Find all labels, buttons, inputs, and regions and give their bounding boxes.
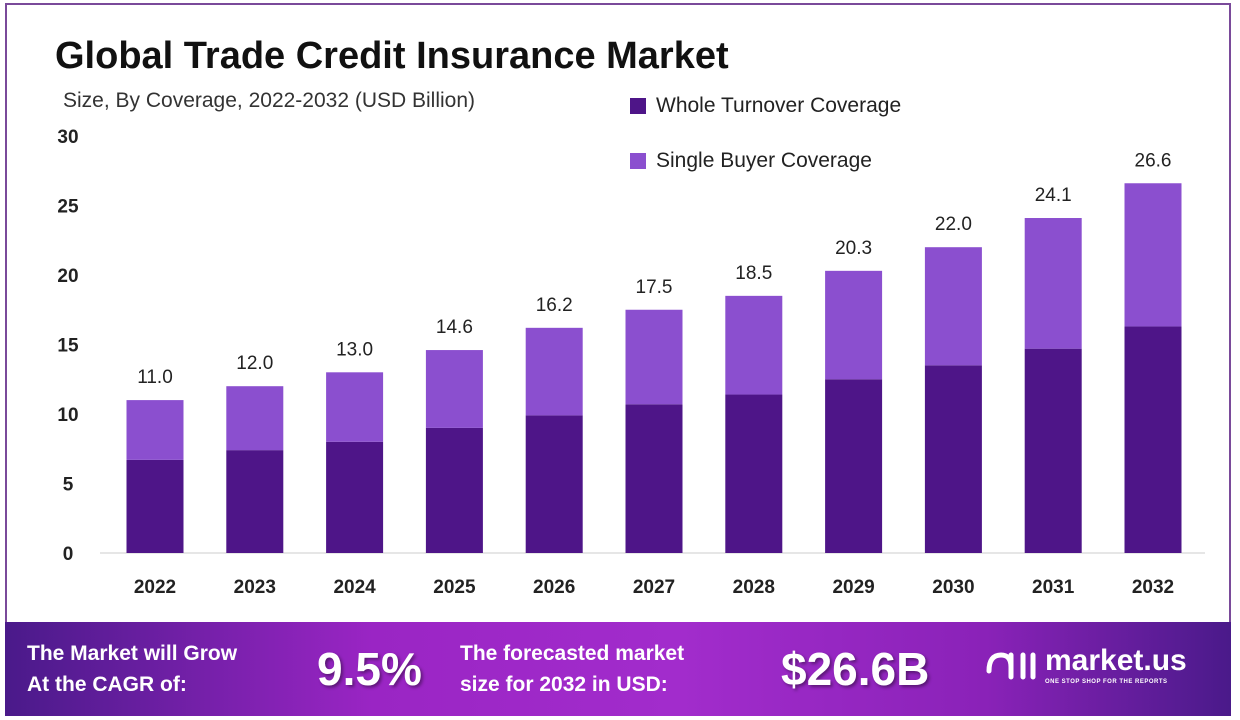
bar-segment-single-buyer xyxy=(525,327,583,416)
y-tick-label: 10 xyxy=(57,405,78,426)
x-tick-label: 2022 xyxy=(134,577,176,598)
data-label: 14.6 xyxy=(436,317,473,338)
bar-segment-single-buyer xyxy=(1124,183,1182,327)
forecast-value: $26.6B xyxy=(781,643,930,695)
data-label: 12.0 xyxy=(236,353,273,374)
y-tick-label: 0 xyxy=(63,544,74,565)
data-label: 13.0 xyxy=(336,339,373,360)
x-tick-label: 2023 xyxy=(234,577,276,598)
legend-swatch xyxy=(630,98,646,114)
legend-label: Single Buyer Coverage xyxy=(656,149,872,172)
legend-item-whole-turnover: Whole Turnover Coverage xyxy=(630,93,901,119)
x-tick-label: 2025 xyxy=(433,577,476,598)
x-tick-label: 2030 xyxy=(932,577,974,598)
data-label: 26.6 xyxy=(1135,150,1172,171)
bar-segment-whole-turnover xyxy=(525,415,583,553)
x-tick-label: 2026 xyxy=(533,577,575,598)
data-label: 16.2 xyxy=(536,295,573,316)
x-tick-label: 2024 xyxy=(333,577,376,598)
data-label: 17.5 xyxy=(636,277,673,298)
y-tick-label: 25 xyxy=(57,197,79,218)
bar-segment-single-buyer xyxy=(226,386,284,451)
legend-item-single-buyer: Single Buyer Coverage xyxy=(630,148,872,174)
bar-segment-whole-turnover xyxy=(425,427,483,553)
cagr-value: 9.5% xyxy=(317,643,422,695)
bar-segment-whole-turnover xyxy=(1024,348,1082,553)
bar-segment-whole-turnover xyxy=(226,450,284,553)
x-tick-label: 2027 xyxy=(633,577,675,598)
bar-segment-single-buyer xyxy=(425,350,483,428)
logo-icon xyxy=(986,652,1036,680)
y-tick-label: 5 xyxy=(63,475,74,496)
legend-swatch xyxy=(630,153,646,169)
forecast-label: The forecasted market size for 2032 in US… xyxy=(460,642,685,696)
data-label: 20.3 xyxy=(835,238,872,259)
bar-segment-whole-turnover xyxy=(924,365,982,553)
chart-subtitle: Size, By Coverage, 2022-2032 (USD Billio… xyxy=(63,89,476,112)
data-label: 11.0 xyxy=(137,367,173,388)
bar-chart: 05101520253011.0202212.0202313.0202414.6… xyxy=(57,127,1205,598)
bar-segment-single-buyer xyxy=(825,270,883,380)
cagr-label: The Market will Grow At the CAGR of: xyxy=(27,642,238,696)
y-tick-label: 20 xyxy=(57,266,78,287)
chart-title: Global Trade Credit Insurance Market xyxy=(55,35,729,77)
market-us-logo: market.us ONE STOP SHOP FOR THE REPORTS xyxy=(983,644,1187,686)
data-label: 18.5 xyxy=(735,263,772,284)
x-tick-label: 2028 xyxy=(733,577,775,598)
bar-segment-whole-turnover xyxy=(1124,326,1182,553)
x-tick-label: 2032 xyxy=(1132,577,1174,598)
bar-segment-single-buyer xyxy=(924,247,982,366)
x-tick-label: 2031 xyxy=(1032,577,1075,598)
y-tick-label: 15 xyxy=(57,336,79,357)
bar-segment-single-buyer xyxy=(126,400,184,460)
data-label: 24.1 xyxy=(1035,185,1072,206)
chart-frame xyxy=(5,3,1231,643)
bar-segment-whole-turnover xyxy=(326,441,384,553)
bar-segment-single-buyer xyxy=(625,309,683,405)
bar-segment-single-buyer xyxy=(326,372,384,442)
bar-segment-whole-turnover xyxy=(126,459,184,553)
bar-segment-whole-turnover xyxy=(825,379,883,553)
bar-segment-whole-turnover xyxy=(725,394,783,553)
bar-segment-single-buyer xyxy=(1024,218,1082,349)
summary-banner: The Market will Grow At the CAGR of: 9.5%… xyxy=(5,622,1231,716)
bar-segment-whole-turnover xyxy=(625,404,683,553)
legend-label: Whole Turnover Coverage xyxy=(656,94,902,117)
x-tick-label: 2029 xyxy=(832,577,874,598)
bar-segment-single-buyer xyxy=(725,295,783,395)
y-tick-label: 30 xyxy=(57,127,78,148)
data-label: 22.0 xyxy=(935,214,972,235)
